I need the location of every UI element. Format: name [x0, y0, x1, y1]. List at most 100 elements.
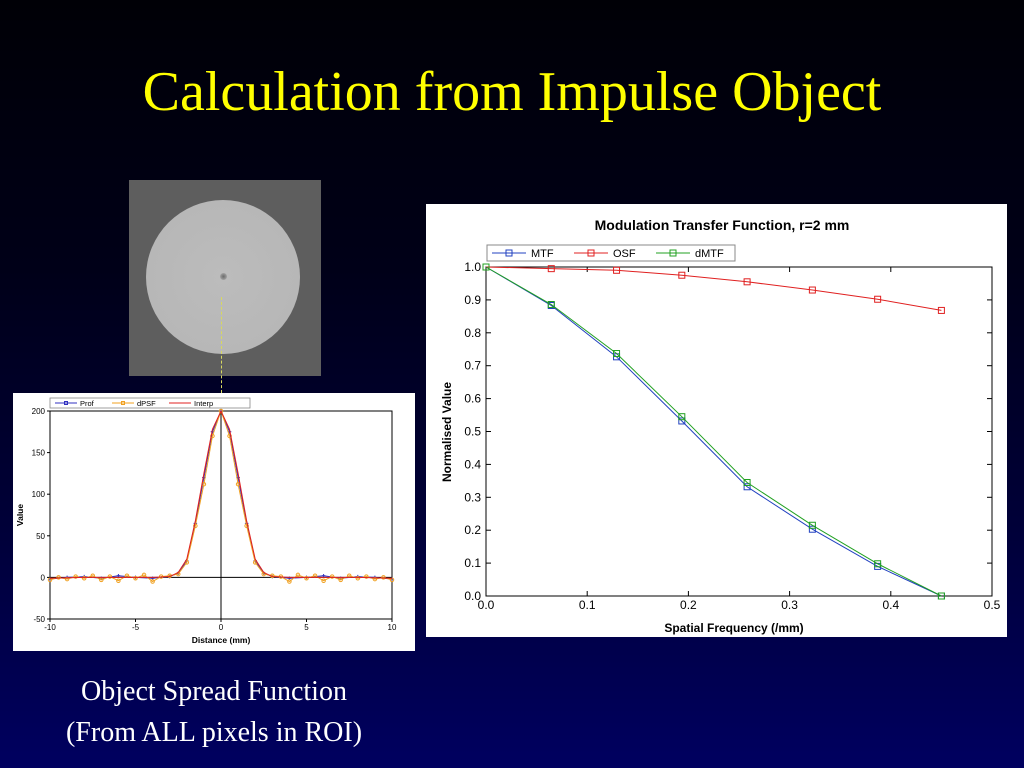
mtf-point-mtf	[743, 483, 751, 491]
mtf-y-tick-label: 0.8	[464, 326, 481, 340]
osf-y-tick-label: 150	[32, 449, 46, 458]
mtf-point-osf	[808, 286, 816, 294]
osf-point-dpsf	[133, 575, 138, 581]
mtf-point-osf	[874, 295, 882, 303]
mtf-y-tick-label: 0.2	[464, 523, 481, 537]
osf-point-dpsf	[56, 575, 61, 580]
osf-legend-marker	[64, 401, 68, 405]
osf-y-tick-label: -50	[33, 615, 45, 624]
mtf-x-tick-label: 0.5	[984, 598, 1001, 612]
mtf-point-dmtf	[482, 263, 490, 271]
osf-point-dpsf	[244, 523, 249, 529]
osf-x-tick-label: -5	[132, 623, 140, 632]
mtf-x-tick-label: 0.3	[781, 598, 798, 612]
osf-point-dpsf	[107, 574, 113, 579]
caption-line-2: (From ALL pixels in ROI)	[65, 717, 363, 748]
osf-y-tick-label: 100	[32, 490, 46, 499]
mtf-legend-label: MTF	[531, 248, 554, 260]
osf-x-tick-label: 5	[304, 623, 309, 632]
mtf-series-dmtf	[485, 266, 942, 597]
slide-title: Calculation from Impulse Object	[142, 61, 882, 123]
mtf-chart-panel: Modulation Transfer Function, r=2 mm 0.0 0…	[426, 204, 1007, 637]
mtf-y-axis-label: Normalised Value	[440, 382, 454, 482]
caption-line-1: Object Spread Function	[81, 676, 347, 707]
osf-legend-label: Interp	[194, 399, 213, 408]
mtf-point-dmtf	[678, 413, 686, 421]
mtf-point-osf	[937, 306, 945, 314]
mtf-series-osf	[485, 266, 942, 311]
mtf-point-osf	[613, 266, 621, 274]
osf-point-dpsf	[99, 577, 104, 583]
osf-x-tick-label: 0	[219, 623, 224, 632]
mtf-legend-label: dMTF	[695, 248, 724, 260]
mtf-chart: Modulation Transfer Function, r=2 mm0.0 0…	[440, 217, 1001, 635]
osf-point-dpsf	[329, 574, 335, 579]
mtf-y-tick-label: 0.4	[464, 457, 481, 471]
osf-point-dpsf	[64, 576, 70, 582]
osf-point-dpsf	[116, 578, 121, 583]
osf-point-dpsf	[218, 408, 224, 414]
mtf-point-osf	[678, 271, 686, 279]
osf-point-dpsf	[381, 575, 386, 580]
mtf-y-tick-label: 0.5	[464, 425, 481, 439]
osf-legend: Prof dPSF Interp	[49, 397, 251, 409]
osf-x-axis-label: Distance (mm)	[192, 635, 251, 645]
osf-legend-marker	[121, 401, 125, 405]
phantom-image	[129, 180, 321, 376]
mtf-x-tick-label: 0.2	[680, 598, 697, 612]
osf-point-dpsf	[304, 575, 309, 581]
osf-point-dpsf	[141, 572, 147, 578]
mtf-legend-label: OSF	[613, 248, 636, 260]
mtf-legend-marker	[669, 249, 677, 257]
mtf-legend-marker	[505, 249, 513, 257]
mtf-y-tick-label: 0.6	[464, 392, 481, 406]
osf-legend-label: Prof	[80, 399, 95, 408]
mtf-point-mtf	[808, 525, 816, 533]
mtf-x-tick-label: 0.1	[579, 598, 596, 612]
osf-point-dpsf	[73, 574, 78, 579]
osf-x-tick-label: -10	[44, 623, 56, 632]
mtf-legend-marker	[587, 249, 595, 257]
mtf-y-tick-label: 0.9	[464, 293, 481, 307]
osf-point-dpsf	[81, 575, 87, 581]
mtf-y-tick-label: 0.1	[464, 556, 481, 570]
osf-point-dpsf	[295, 572, 301, 578]
mtf-point-osf	[547, 265, 555, 273]
mtf-x-tick-label: 0.4	[882, 598, 899, 612]
osf-legend-box	[49, 397, 251, 409]
osf-y-axis-label: Value	[15, 504, 25, 526]
osf-point-dpsf	[338, 577, 343, 583]
mtf-point-dmtf	[547, 301, 555, 309]
mtf-y-tick-label: 1.0	[464, 260, 481, 274]
osf-point-dpsf	[193, 523, 198, 529]
mtf-point-mtf	[678, 417, 686, 425]
osf-point-dpsf	[321, 578, 326, 583]
mtf-point-dmtf	[874, 560, 882, 568]
osf-point-dpsf	[364, 574, 369, 579]
osf-point-dpsf	[287, 579, 292, 584]
osf-point-dpsf	[355, 575, 361, 581]
osf-y-tick-label: 50	[36, 532, 45, 541]
osf-point-dpsf	[150, 579, 155, 584]
osf-y-tick-label: 200	[32, 407, 46, 416]
impulse-point	[220, 273, 227, 280]
mtf-x-tick-label: 0.0	[478, 598, 495, 612]
osf-x-tick-label: 10	[388, 623, 397, 632]
mtf-point-dmtf	[937, 592, 945, 600]
mtf-legend-box	[486, 244, 736, 262]
mtf-y-tick-label: 0.7	[464, 359, 481, 373]
mtf-point-dmtf	[613, 350, 621, 358]
mtf-plot-area	[485, 266, 993, 597]
mtf-series-mtf	[485, 266, 942, 597]
osf-legend-label: dPSF	[137, 399, 156, 408]
mtf-legend: MTF OSF dMTF	[486, 244, 736, 262]
osf-y-tick-label: 0	[41, 573, 46, 582]
mtf-point-dmtf	[808, 521, 816, 529]
osf-chart-panel: -10 -5 0 5 10 -50 0 50 100 150 200 Distance (mm) Val…	[13, 393, 415, 651]
osf-series-interp	[49, 409, 393, 579]
mtf-x-axis-label: Spatial Frequency (/mm)	[664, 621, 803, 635]
osf-point-dpsf	[372, 576, 378, 582]
mtf-y-tick-label: 0.3	[464, 490, 481, 504]
mtf-y-tick-label: 0.0	[464, 589, 481, 603]
